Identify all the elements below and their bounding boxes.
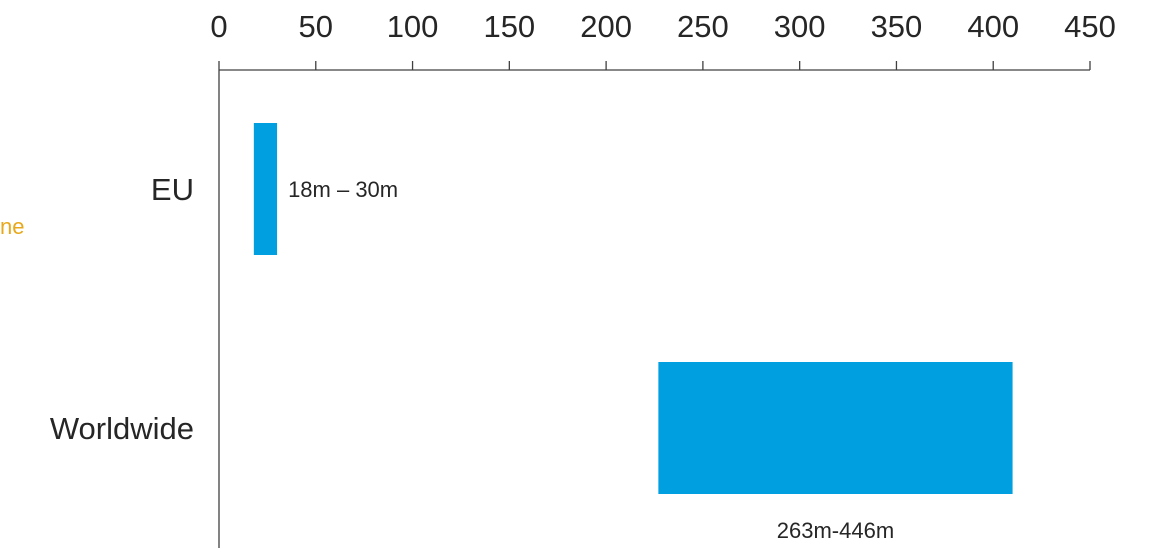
x-tick-label: 200 bbox=[580, 9, 632, 44]
category-labels: EU Worldwide bbox=[50, 172, 194, 446]
category-label: Worldwide bbox=[50, 411, 194, 446]
data-label: 18m – 30m bbox=[288, 177, 398, 202]
data-labels: 18m – 30m 263m-446m bbox=[288, 177, 894, 543]
x-tick-label: 50 bbox=[299, 9, 333, 44]
bar-eu bbox=[253, 123, 278, 255]
x-tick-label: 350 bbox=[871, 9, 923, 44]
x-tick-label: 250 bbox=[677, 9, 729, 44]
bar-worldwide bbox=[658, 362, 1013, 494]
x-axis: 0 50 100 150 200 250 300 350 400 450 bbox=[210, 9, 1116, 71]
x-tick-label: 400 bbox=[967, 9, 1019, 44]
bars bbox=[253, 123, 1013, 494]
x-tick-label: 150 bbox=[483, 9, 535, 44]
category-label: EU bbox=[151, 172, 194, 207]
data-label: 263m-446m bbox=[777, 518, 894, 543]
x-tick-label: 100 bbox=[387, 9, 439, 44]
truncated-side-note: ne bbox=[0, 214, 25, 239]
x-tick-label: 450 bbox=[1064, 9, 1116, 44]
x-tick-label: 300 bbox=[774, 9, 826, 44]
x-tick-label: 0 bbox=[210, 9, 227, 44]
